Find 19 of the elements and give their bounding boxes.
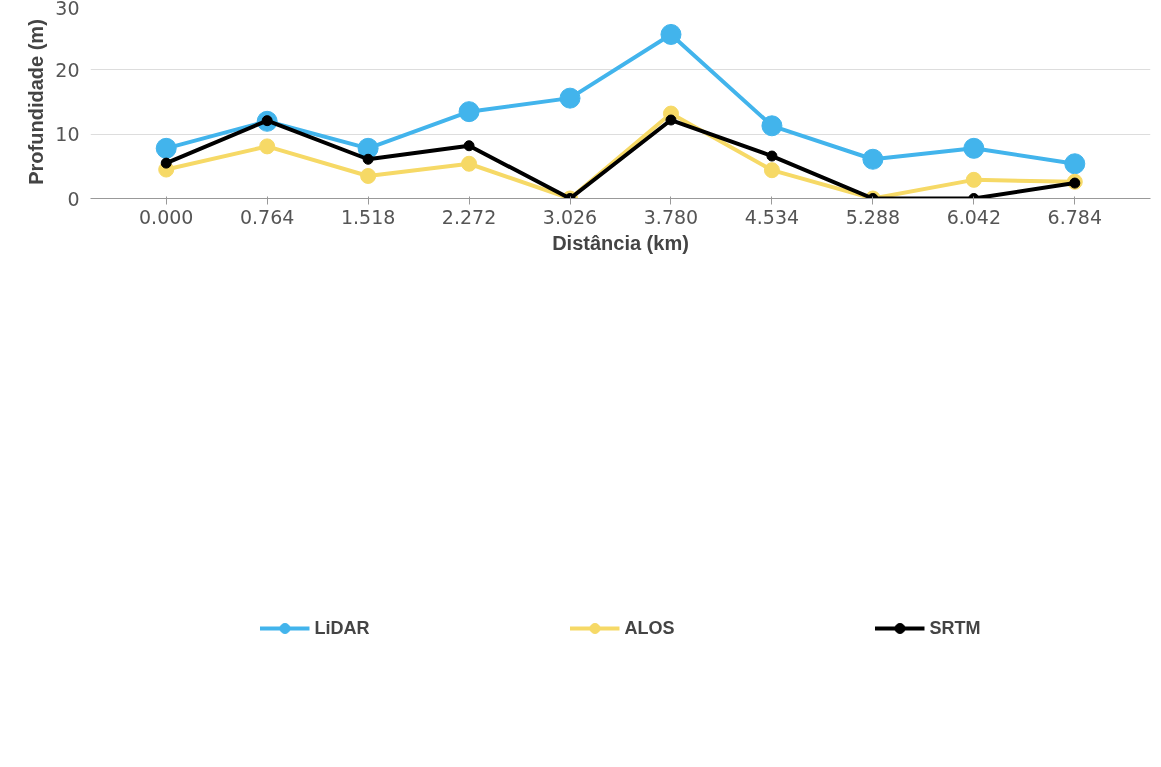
x-tick-label: 1.518	[340, 205, 396, 228]
y-tick-label: 30	[55, 0, 80, 19]
y-tick-label: 0	[67, 187, 80, 210]
x-tick-label: 4.534	[744, 205, 800, 228]
x-tick-label: 3.026	[542, 205, 598, 228]
x-tick-label: 3.780	[643, 205, 699, 228]
x-tick-label: 6.784	[1047, 205, 1102, 228]
x-tick-label: 0.000	[139, 205, 194, 228]
y-tick-label: 10	[55, 123, 80, 146]
x-tick-label: 6.042	[946, 205, 1002, 228]
legend-label: ALOS	[624, 617, 675, 639]
x-tick-label: 2.272	[441, 205, 497, 228]
y-tick-label: 20	[55, 58, 80, 81]
x-tick-label: 0.764	[239, 205, 295, 228]
legend-label: LiDAR	[314, 617, 370, 639]
legend-label: SRTM	[929, 617, 981, 639]
x-tick-label: 5.288	[845, 205, 901, 228]
y-axis-title: Profundidade (m)	[25, 19, 48, 185]
x-axis-title: Distância (km)	[552, 231, 689, 254]
